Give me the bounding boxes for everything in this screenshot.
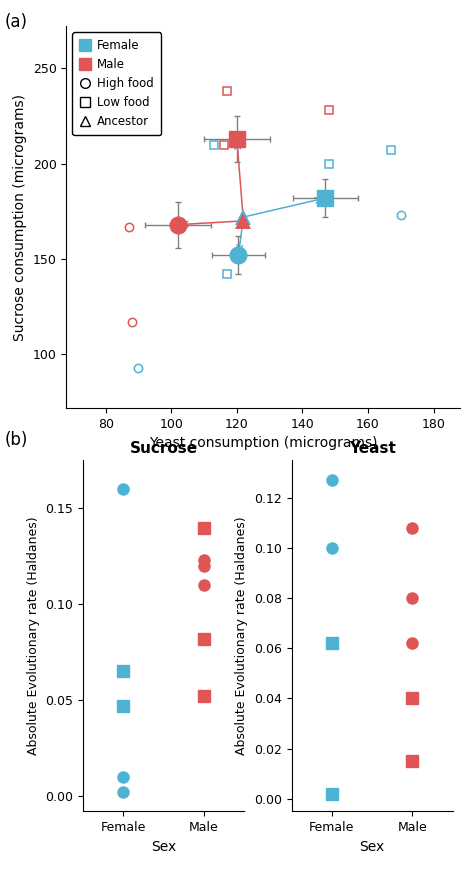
Y-axis label: Absolute Evolutionary rate (Haldanes): Absolute Evolutionary rate (Haldanes) <box>27 517 40 755</box>
Title: Sucrose: Sucrose <box>129 441 198 457</box>
Legend: Female, Male, High food, Low food, Ancestor: Female, Male, High food, Low food, Ances… <box>72 32 161 135</box>
Text: (b): (b) <box>5 431 28 450</box>
Y-axis label: Absolute Evolutionary rate (Haldanes): Absolute Evolutionary rate (Haldanes) <box>235 517 248 755</box>
Title: Yeast: Yeast <box>349 441 395 457</box>
X-axis label: Sex: Sex <box>359 839 385 853</box>
X-axis label: Sex: Sex <box>151 839 176 853</box>
Y-axis label: Sucrose consumption (micrograms): Sucrose consumption (micrograms) <box>13 94 27 340</box>
X-axis label: Yeast consumption (micrograms): Yeast consumption (micrograms) <box>149 436 377 450</box>
Text: (a): (a) <box>5 13 28 32</box>
